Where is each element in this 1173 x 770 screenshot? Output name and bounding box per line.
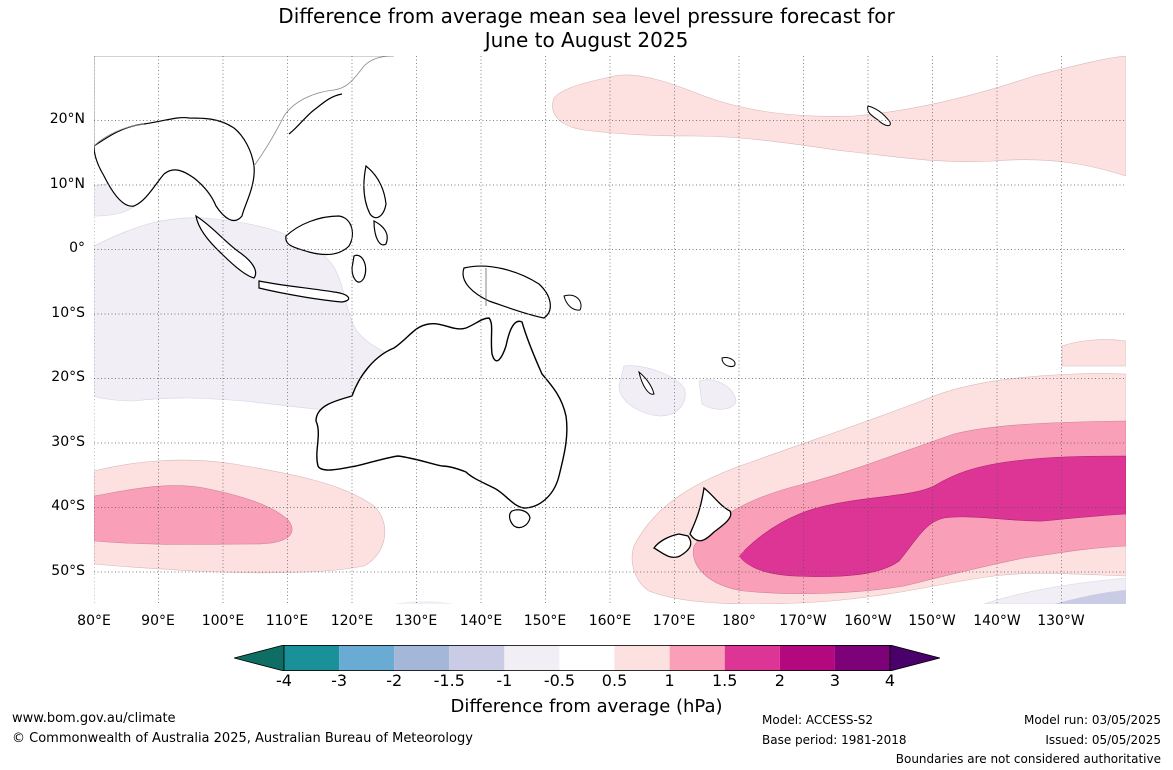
- title-line-2: June to August 2025: [484, 28, 689, 52]
- lon-label-160e: 160°E: [588, 613, 632, 629]
- model-text: Model: ACCESS-S2: [762, 713, 874, 727]
- lon-label-130e: 130°E: [394, 613, 438, 629]
- colorbar-segment: [834, 645, 890, 671]
- lon-label-120e: 120°E: [330, 613, 374, 629]
- colorbar-tick-label: 1: [664, 671, 675, 690]
- lon-label-160w: 160°W: [844, 613, 892, 629]
- lat-label-20n: 20°N: [49, 111, 85, 127]
- asia-coastline: [94, 116, 255, 221]
- new-zealand-coastline: [689, 486, 732, 542]
- colorbar-tick-label: 1.5: [711, 671, 738, 690]
- lon-label-140e: 140°E: [459, 613, 503, 629]
- colorbar-tick-label: -3: [331, 671, 348, 690]
- lat-label-50s: 50°S: [51, 563, 85, 579]
- base-period-text: Base period: 1981-2018: [762, 733, 907, 747]
- colorbar-segment: [724, 645, 780, 671]
- lat-label-20s: 20°S: [51, 369, 85, 385]
- lon-label-140w: 140°W: [973, 613, 1021, 629]
- lat-label-30s: 30°S: [51, 434, 85, 450]
- colorbar-tick-label: 3: [829, 671, 840, 690]
- colorbar-segment: [394, 645, 450, 671]
- colorbar-tick-label: -0.5: [543, 671, 576, 690]
- title-line-1: Difference from average mean sea level p…: [278, 4, 895, 28]
- lat-label-10s: 10°S: [51, 305, 85, 321]
- graticule: [94, 56, 1126, 604]
- lon-label-150e: 150°E: [523, 613, 567, 629]
- colorbar-segment: [284, 645, 340, 671]
- map-svg: [94, 56, 1126, 604]
- colorbar-extend-high: [889, 644, 942, 672]
- lon-label-100e: 100°E: [201, 613, 245, 629]
- colorbar-tick-label: 2: [774, 671, 785, 690]
- lat-label-40s: 40°S: [51, 498, 85, 514]
- colorbar-tick-label: -2: [386, 671, 403, 690]
- colorbar-tick-label: -1: [496, 671, 513, 690]
- website-link[interactable]: www.bom.gov.au/climate: [12, 711, 176, 726]
- colorbar-segment: [669, 645, 725, 671]
- lon-label-150w: 150°W: [908, 613, 956, 629]
- colorbar-extend-low: [232, 644, 285, 672]
- colorbar-tick-label: 4: [884, 671, 896, 690]
- model-run-text: Model run: 03/05/2025: [1023, 713, 1161, 727]
- lon-label-110e: 110°E: [265, 613, 309, 629]
- colorbar-tick-label: -1.5: [433, 671, 465, 690]
- copyright-text: © Commonwealth of Australia 2025, Austra…: [12, 731, 473, 746]
- colorbar-tick-label: -4: [276, 671, 292, 690]
- issued-text: Issued: 05/05/2025: [1045, 733, 1161, 747]
- lon-label-130w: 130°W: [1037, 613, 1085, 629]
- lon-label-170w: 170°W: [779, 613, 827, 629]
- australia-coastline: [315, 317, 568, 509]
- colorbar-segment: [504, 645, 560, 671]
- lon-label-180: 180°: [722, 613, 756, 629]
- disclaimer-text: Boundaries are not considered authoritat…: [895, 752, 1161, 766]
- map-title: Difference from average mean sea level p…: [0, 4, 1173, 52]
- lon-label-170e: 170°E: [652, 613, 696, 629]
- pressure-anomaly-map: [94, 56, 1126, 604]
- colorbar-segment: [779, 645, 835, 671]
- lat-label-equator: 0°: [69, 240, 85, 256]
- colorbar-segment: [614, 645, 670, 671]
- colorbar-svg: [232, 644, 942, 672]
- colorbar-segment: [559, 645, 615, 671]
- colorbar-label: Difference from average (hPa): [450, 696, 723, 717]
- colorbar: [232, 644, 942, 672]
- colorbar-tick-label: 0.5: [601, 671, 628, 690]
- colorbar-segment: [449, 645, 505, 671]
- lat-label-10n: 10°N: [49, 176, 85, 192]
- anomaly-region-north-pacific: [552, 56, 1126, 177]
- lon-label-90e: 90°E: [141, 613, 175, 629]
- lon-label-80e: 80°E: [77, 613, 111, 629]
- colorbar-segment: [339, 645, 395, 671]
